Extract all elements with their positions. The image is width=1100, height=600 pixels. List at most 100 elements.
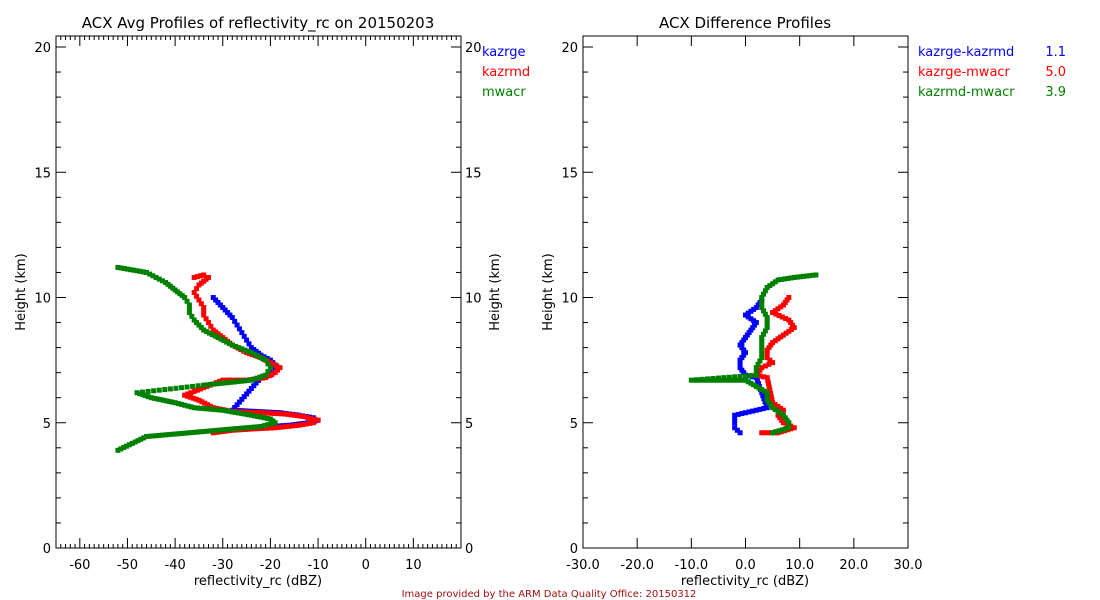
data-point-interp (268, 410, 274, 416)
data-point-interp (782, 300, 788, 306)
data-point-interp (173, 385, 179, 391)
data-point (743, 377, 748, 383)
data-point-interp (754, 378, 760, 384)
right-data-points (688, 272, 819, 436)
data-point-interp (252, 424, 258, 430)
data-point-interp (129, 440, 135, 446)
data-point-interp (294, 413, 300, 419)
data-point-interp (211, 381, 217, 387)
data-point (743, 350, 748, 356)
data-point (759, 335, 765, 341)
data-point-interp (193, 396, 199, 402)
y-tick-label-right: 15 (465, 166, 482, 181)
data-point-interp (739, 411, 745, 417)
data-point (753, 305, 759, 311)
data-point (229, 426, 235, 432)
data-point-interp (213, 407, 219, 413)
data-point (258, 410, 264, 416)
right-panel: ACX Difference Profiles -30.0 -20.0 -10.0 0… (541, 14, 1066, 589)
data-point-interp (227, 312, 233, 318)
data-point (215, 335, 221, 341)
data-point-interp (153, 433, 159, 439)
data-point-interp (242, 425, 248, 431)
data-point-interp (207, 406, 213, 412)
data-point (764, 325, 770, 331)
data-point-interp (759, 341, 765, 347)
data-point-interp (156, 387, 162, 393)
data-point-interp (732, 416, 738, 422)
data-point-interp (723, 377, 729, 383)
data-point-interp (271, 361, 277, 367)
y-tick-label: 10 (561, 292, 578, 307)
data-point-interp (766, 384, 772, 390)
data-point (201, 382, 207, 388)
data-point-interp (770, 281, 776, 287)
data-point (263, 372, 269, 378)
data-point (315, 417, 321, 423)
data-point (263, 357, 269, 363)
data-point-interp (769, 397, 775, 403)
data-point (759, 305, 765, 311)
data-point (186, 310, 192, 316)
x-tick-label: -30 (212, 558, 233, 573)
data-point-interp (782, 415, 788, 421)
data-point-interp (751, 306, 757, 312)
data-point-interp (750, 408, 756, 414)
data-point (786, 425, 792, 431)
data-point-interp (746, 330, 752, 336)
data-point-interp (194, 387, 200, 393)
data-point (225, 310, 231, 316)
data-point-interp (264, 415, 270, 421)
data-point (272, 420, 278, 426)
data-point-interp (145, 388, 151, 394)
data-point-interp (234, 402, 240, 408)
x-tick-label: 0.0 (735, 558, 756, 573)
data-point-interp (739, 355, 745, 361)
data-point-interp (178, 401, 184, 407)
data-point-interp (150, 273, 156, 279)
data-point-interp (265, 425, 271, 431)
data-point-interp (788, 275, 794, 281)
x-tick-label: 30.0 (894, 558, 923, 573)
data-point-interp (242, 411, 248, 417)
data-point-interp (213, 427, 219, 433)
data-point-interp (730, 377, 735, 383)
data-point (786, 420, 792, 426)
data-point-interp (691, 377, 697, 383)
data-point-interp (166, 398, 172, 404)
data-point-interp (776, 428, 782, 434)
data-point-interp (726, 377, 732, 383)
data-point-interp (260, 356, 266, 362)
data-point-interp (761, 308, 767, 314)
data-point-interp (145, 394, 151, 400)
data-point-interp (248, 409, 254, 415)
data-point (267, 357, 273, 363)
x-tick-label: -40 (165, 558, 186, 573)
data-point-interp (253, 380, 259, 386)
data-point-interp (242, 347, 248, 353)
data-point (282, 411, 288, 417)
data-point (759, 430, 765, 436)
data-point-interp (739, 345, 745, 351)
data-point-interp (766, 400, 772, 406)
data-point (191, 274, 197, 280)
data-point-interp (190, 383, 196, 389)
data-point (296, 422, 302, 428)
y-tick-label: 15 (34, 166, 51, 181)
data-point-interp (778, 304, 784, 310)
data-point-interp (748, 308, 754, 314)
data-point-interp (254, 353, 260, 359)
data-point-interp (147, 271, 153, 277)
data-point-interp (721, 375, 727, 381)
data-point-interp (741, 370, 747, 376)
data-point-interp (784, 417, 790, 423)
data-point-interp (739, 377, 745, 383)
data-point-interp (695, 377, 701, 383)
data-point-interp (232, 405, 238, 411)
data-point-interp (151, 395, 157, 401)
left-y-axis-label: Height (km) (14, 253, 29, 330)
x-tick-label: -20.0 (620, 558, 654, 573)
data-point-interp (135, 438, 141, 444)
data-point-interp (748, 380, 754, 386)
data-point (239, 330, 245, 336)
